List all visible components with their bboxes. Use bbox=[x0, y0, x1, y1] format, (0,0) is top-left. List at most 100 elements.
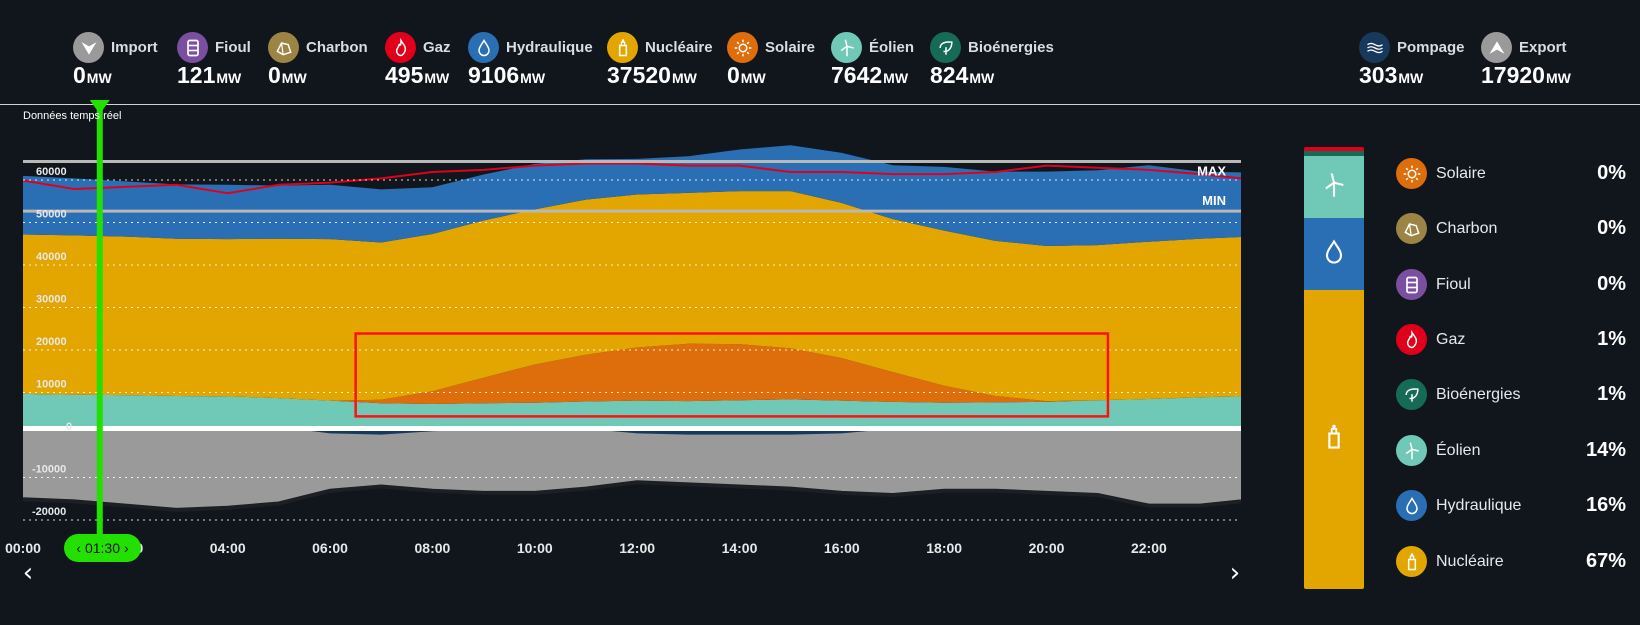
time-cursor-triangle bbox=[89, 100, 110, 114]
production-share-bar bbox=[1304, 147, 1364, 589]
max-consumption-line bbox=[22, 162, 1242, 195]
export-edge-line bbox=[22, 480, 1242, 512]
time-cursor-handle[interactable]: ‹ 01:30 › bbox=[64, 534, 141, 562]
legend-percent: 16% bbox=[1585, 494, 1626, 516]
source-unit: MW bbox=[671, 70, 697, 86]
source-value: 17920 bbox=[1481, 62, 1545, 88]
source-name: Pompage bbox=[1397, 39, 1465, 56]
source-value: 495 bbox=[385, 62, 424, 88]
wind-turbine-icon bbox=[1396, 435, 1427, 466]
source-name: Fioul bbox=[215, 39, 251, 56]
share-segment-hydraulique bbox=[1304, 218, 1364, 290]
source-name: Gaz bbox=[423, 39, 451, 56]
nuclear-icon bbox=[1320, 423, 1348, 456]
max-label: MAX bbox=[1197, 164, 1226, 179]
legend-percent: 0% bbox=[1597, 162, 1626, 184]
area-export bbox=[23, 427, 1241, 510]
x-tick-label: 16:00 bbox=[824, 540, 860, 556]
source-unit: MW bbox=[216, 70, 242, 86]
source-name: Hydraulique bbox=[506, 39, 593, 56]
x-tick-label: 12:00 bbox=[619, 540, 655, 556]
legend-percent: 0% bbox=[1597, 217, 1626, 239]
legend-label: Hydraulique bbox=[1436, 497, 1522, 514]
sun-icon bbox=[727, 32, 758, 63]
x-tick-label: 22:00 bbox=[1131, 540, 1167, 556]
source-name: Éolien bbox=[869, 39, 915, 56]
legend-item-fioul[interactable]: Fioul 0% bbox=[1396, 269, 1626, 301]
chevron-right-icon: › bbox=[124, 540, 129, 556]
x-tick-label: 04:00 bbox=[210, 540, 246, 556]
source-name: Export bbox=[1519, 39, 1567, 56]
drop-icon bbox=[1320, 238, 1348, 271]
nuclear-icon bbox=[607, 32, 638, 63]
legend-item-gaz[interactable]: Gaz 1% bbox=[1396, 324, 1626, 356]
coal-icon bbox=[268, 32, 299, 63]
leaf-icon bbox=[1396, 379, 1427, 410]
source-unit: MW bbox=[1545, 70, 1571, 86]
chevron-left-icon: ‹ bbox=[76, 540, 81, 556]
area-éolien bbox=[23, 393, 1241, 427]
y-tick-label: 0 bbox=[66, 421, 72, 433]
legend-item-nucleaire[interactable]: Nucléaire 67% bbox=[1396, 546, 1626, 578]
y-tick-label: 60000 bbox=[36, 166, 67, 178]
source-unit: MW bbox=[740, 70, 766, 86]
share-segment-éolien bbox=[1304, 155, 1364, 219]
legend-percent: 67% bbox=[1585, 550, 1626, 572]
x-tick-label: 08:00 bbox=[415, 540, 451, 556]
nuclear-icon bbox=[1396, 546, 1427, 577]
legend-item-charbon[interactable]: Charbon 0% bbox=[1396, 213, 1626, 245]
next-day-button[interactable]: › bbox=[1229, 558, 1241, 588]
legend-item-hydraulique[interactable]: Hydraulique 16% bbox=[1396, 490, 1626, 522]
source-unit: MW bbox=[1398, 70, 1424, 86]
barrel-icon bbox=[177, 32, 208, 63]
production-chart[interactable]: MAX MIN 60000 50000 40000 30000 20000 10000 0 -10… bbox=[0, 100, 1260, 560]
source-value: 9106 bbox=[468, 62, 520, 88]
x-tick-label: 00:00 bbox=[5, 540, 41, 556]
drop-icon bbox=[468, 32, 499, 63]
realtime-label: Données temps réel bbox=[23, 110, 122, 122]
legend-item-bioenergies[interactable]: Bioénergies 1% bbox=[1396, 379, 1626, 411]
source-name: Bioénergies bbox=[968, 39, 1054, 56]
x-tick-label: 18:00 bbox=[926, 540, 962, 556]
legend-label: Charbon bbox=[1436, 220, 1498, 237]
highlight-box bbox=[354, 332, 1110, 418]
legend-label: Fioul bbox=[1436, 276, 1471, 293]
time-cursor-line bbox=[96, 100, 103, 535]
source-unit: MW bbox=[424, 70, 450, 86]
area-hydraulique bbox=[23, 145, 1241, 246]
wind-turbine-icon bbox=[1320, 171, 1348, 204]
x-tick-label: 06:00 bbox=[312, 540, 348, 556]
legend-label: Bioénergies bbox=[1436, 386, 1521, 403]
y-tick-label: 40000 bbox=[36, 251, 67, 263]
arrow-up-icon bbox=[1481, 32, 1512, 63]
coal-icon bbox=[1396, 213, 1427, 244]
source-value: 824 bbox=[930, 62, 969, 88]
legend-percent: 0% bbox=[1597, 273, 1626, 295]
share-segment-nucléaire bbox=[1304, 289, 1364, 589]
share-segment-bioénergies bbox=[1304, 151, 1364, 156]
share-segment-gaz bbox=[1304, 147, 1364, 152]
drop-icon bbox=[1396, 490, 1427, 521]
legend-item-eolien[interactable]: Éolien 14% bbox=[1396, 435, 1626, 467]
legend-percent: 1% bbox=[1597, 383, 1626, 405]
source-value: 303 bbox=[1359, 62, 1398, 88]
barrel-icon bbox=[1396, 269, 1427, 300]
wind-turbine-icon bbox=[831, 32, 862, 63]
y-tick-label: -10000 bbox=[32, 464, 66, 476]
source-unit: MW bbox=[883, 70, 909, 86]
legend-label: Nucléaire bbox=[1436, 553, 1504, 570]
waves-icon bbox=[1359, 32, 1390, 63]
y-tick-label: -20000 bbox=[32, 506, 66, 518]
flame-icon bbox=[1396, 324, 1427, 355]
y-tick-label: 10000 bbox=[36, 379, 67, 391]
cursor-time: 01:30 bbox=[84, 540, 121, 556]
source-value: 0 bbox=[727, 62, 740, 88]
y-tick-label: 20000 bbox=[36, 336, 67, 348]
legend-item-solaire[interactable]: Solaire 0% bbox=[1396, 158, 1626, 190]
source-value: 121 bbox=[177, 62, 216, 88]
previous-day-button[interactable]: ‹ bbox=[22, 558, 34, 588]
source-unit: MW bbox=[520, 70, 546, 86]
area-nucléaire bbox=[23, 191, 1241, 402]
source-unit: MW bbox=[86, 70, 112, 86]
source-value: 7642 bbox=[831, 62, 883, 88]
